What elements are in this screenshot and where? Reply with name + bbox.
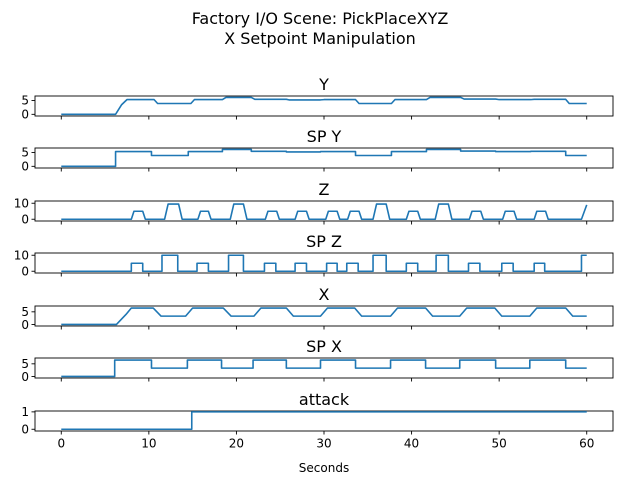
- y-tick-label-sp-x-0: 0: [21, 370, 29, 384]
- x-tick-label-30: 30: [316, 437, 331, 451]
- y-tick-label-sp-x-5: 5: [21, 357, 29, 371]
- y-tick-label-attack-0: 0: [21, 423, 29, 437]
- y-tick-label-sp-z-10: 10: [14, 249, 29, 263]
- y-tick-label-x-5: 5: [21, 305, 29, 319]
- subplot-sp-y: SP Y 05: [21, 127, 614, 174]
- series-line-x: [61, 307, 587, 326]
- y-tick-label-sp-y-0: 0: [21, 160, 29, 174]
- y-tick-label-sp-z-0: 0: [21, 265, 29, 279]
- subplot-title-z: Z: [319, 180, 330, 199]
- y-tick-label-attack-1: 1: [21, 405, 29, 419]
- y-tick-label-z-0: 0: [21, 213, 29, 227]
- y-tick-label-z-10: 10: [14, 197, 29, 211]
- x-tick-label-0: 0: [57, 437, 65, 451]
- subplot-sp-z: SP Z 0 10: [14, 232, 614, 279]
- y-tick-label-x-0: 0: [21, 318, 29, 332]
- chart-title-line-2: X Setpoint Manipulation: [224, 29, 416, 48]
- x-tick-label-20: 20: [229, 437, 244, 451]
- subplot-title-y: Y: [318, 75, 329, 94]
- x-tick-label-50: 50: [492, 437, 507, 451]
- series-line-z: [61, 203, 588, 221]
- x-tick-label-60: 60: [579, 437, 594, 451]
- x-tick-label-10: 10: [141, 437, 156, 451]
- series-line-attack: [61, 411, 587, 431]
- subplot-title-sp-z: SP Z: [306, 232, 342, 251]
- subplot-title-sp-x: SP X: [306, 337, 342, 356]
- subplot-y: Y 05: [21, 75, 614, 122]
- series-line-sp-z: [61, 254, 587, 273]
- y-tick-label-sp-y-5: 5: [21, 146, 29, 160]
- series-line-sp-y: [61, 148, 587, 168]
- subplot-title-attack: attack: [299, 390, 350, 409]
- series-line-sp-x: [61, 359, 587, 378]
- subplot-title-x: X: [319, 285, 330, 304]
- chart-title-line-1: Factory I/O Scene: PickPlaceXYZ: [192, 9, 449, 28]
- subplot-sp-x: SP X 05: [21, 337, 614, 384]
- subplot-title-sp-y: SP Y: [307, 127, 342, 146]
- x-tick-label-40: 40: [404, 437, 419, 451]
- series-line-y: [61, 96, 587, 116]
- y-tick-label-y-5: 5: [21, 94, 29, 108]
- y-tick-label-y-0: 0: [21, 108, 29, 122]
- x-axis-label: Seconds: [299, 461, 349, 475]
- x-axis: 0 10 20 30 40 50 60: [57, 437, 594, 451]
- subplot-z: Z 0 10: [14, 180, 614, 227]
- subplot-x: X 05: [21, 285, 614, 332]
- subplot-attack: attack 0 1: [21, 390, 614, 437]
